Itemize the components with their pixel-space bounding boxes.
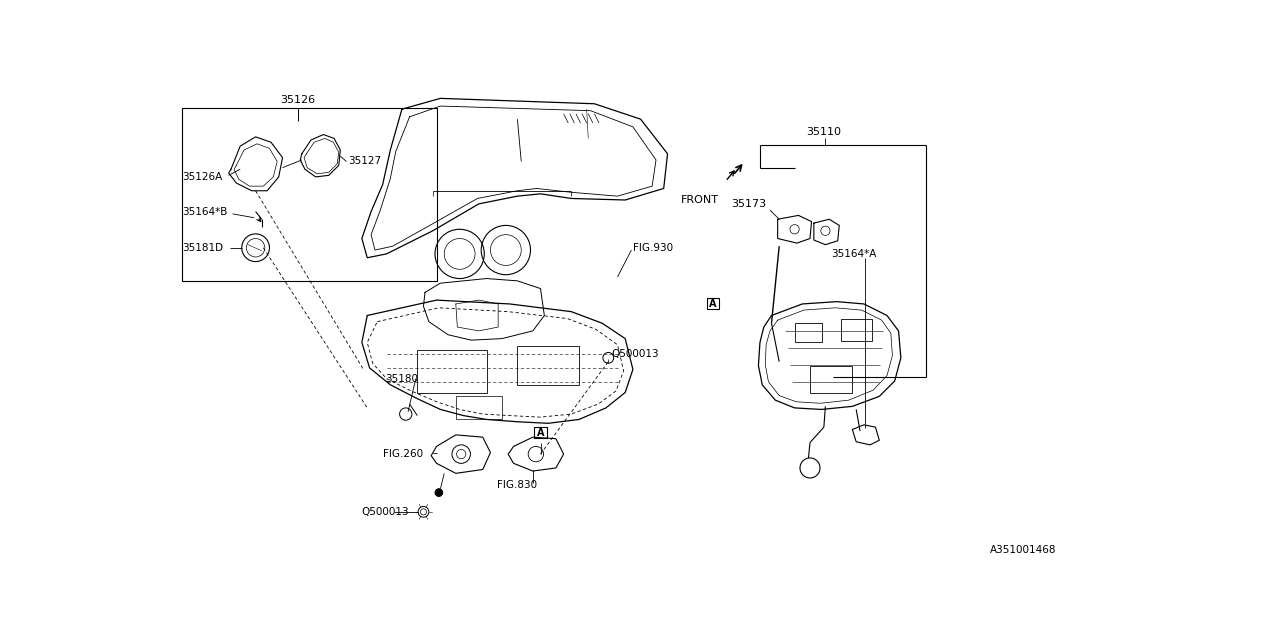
Text: 35164*B: 35164*B (183, 207, 228, 216)
Bar (183, 108, 436, 281)
Circle shape (435, 489, 443, 497)
Bar (810, 365, 852, 392)
Text: A: A (536, 428, 544, 438)
Text: 35126: 35126 (280, 95, 315, 105)
Text: A: A (709, 299, 717, 309)
Text: A351001468: A351001468 (989, 545, 1056, 556)
Text: 35180: 35180 (385, 374, 419, 383)
Text: 35110: 35110 (806, 127, 841, 137)
Text: FIG.930: FIG.930 (632, 243, 673, 253)
Text: 35127: 35127 (348, 157, 381, 166)
Text: FIG.260: FIG.260 (383, 449, 422, 459)
Bar (517, 346, 579, 385)
Text: 35164*A: 35164*A (832, 249, 877, 259)
Bar (707, 298, 719, 310)
Bar (417, 350, 486, 392)
Bar (456, 396, 502, 419)
Text: Q500013: Q500013 (612, 349, 659, 359)
Bar (841, 319, 872, 341)
Text: 35173: 35173 (731, 199, 765, 209)
Text: FRONT: FRONT (681, 195, 718, 205)
Bar (795, 323, 822, 342)
Text: FIG.830: FIG.830 (498, 480, 538, 490)
Text: 35181D: 35181D (183, 243, 224, 253)
Text: 35126A: 35126A (183, 172, 223, 182)
Bar (535, 427, 547, 438)
Text: Q500013: Q500013 (362, 507, 410, 517)
